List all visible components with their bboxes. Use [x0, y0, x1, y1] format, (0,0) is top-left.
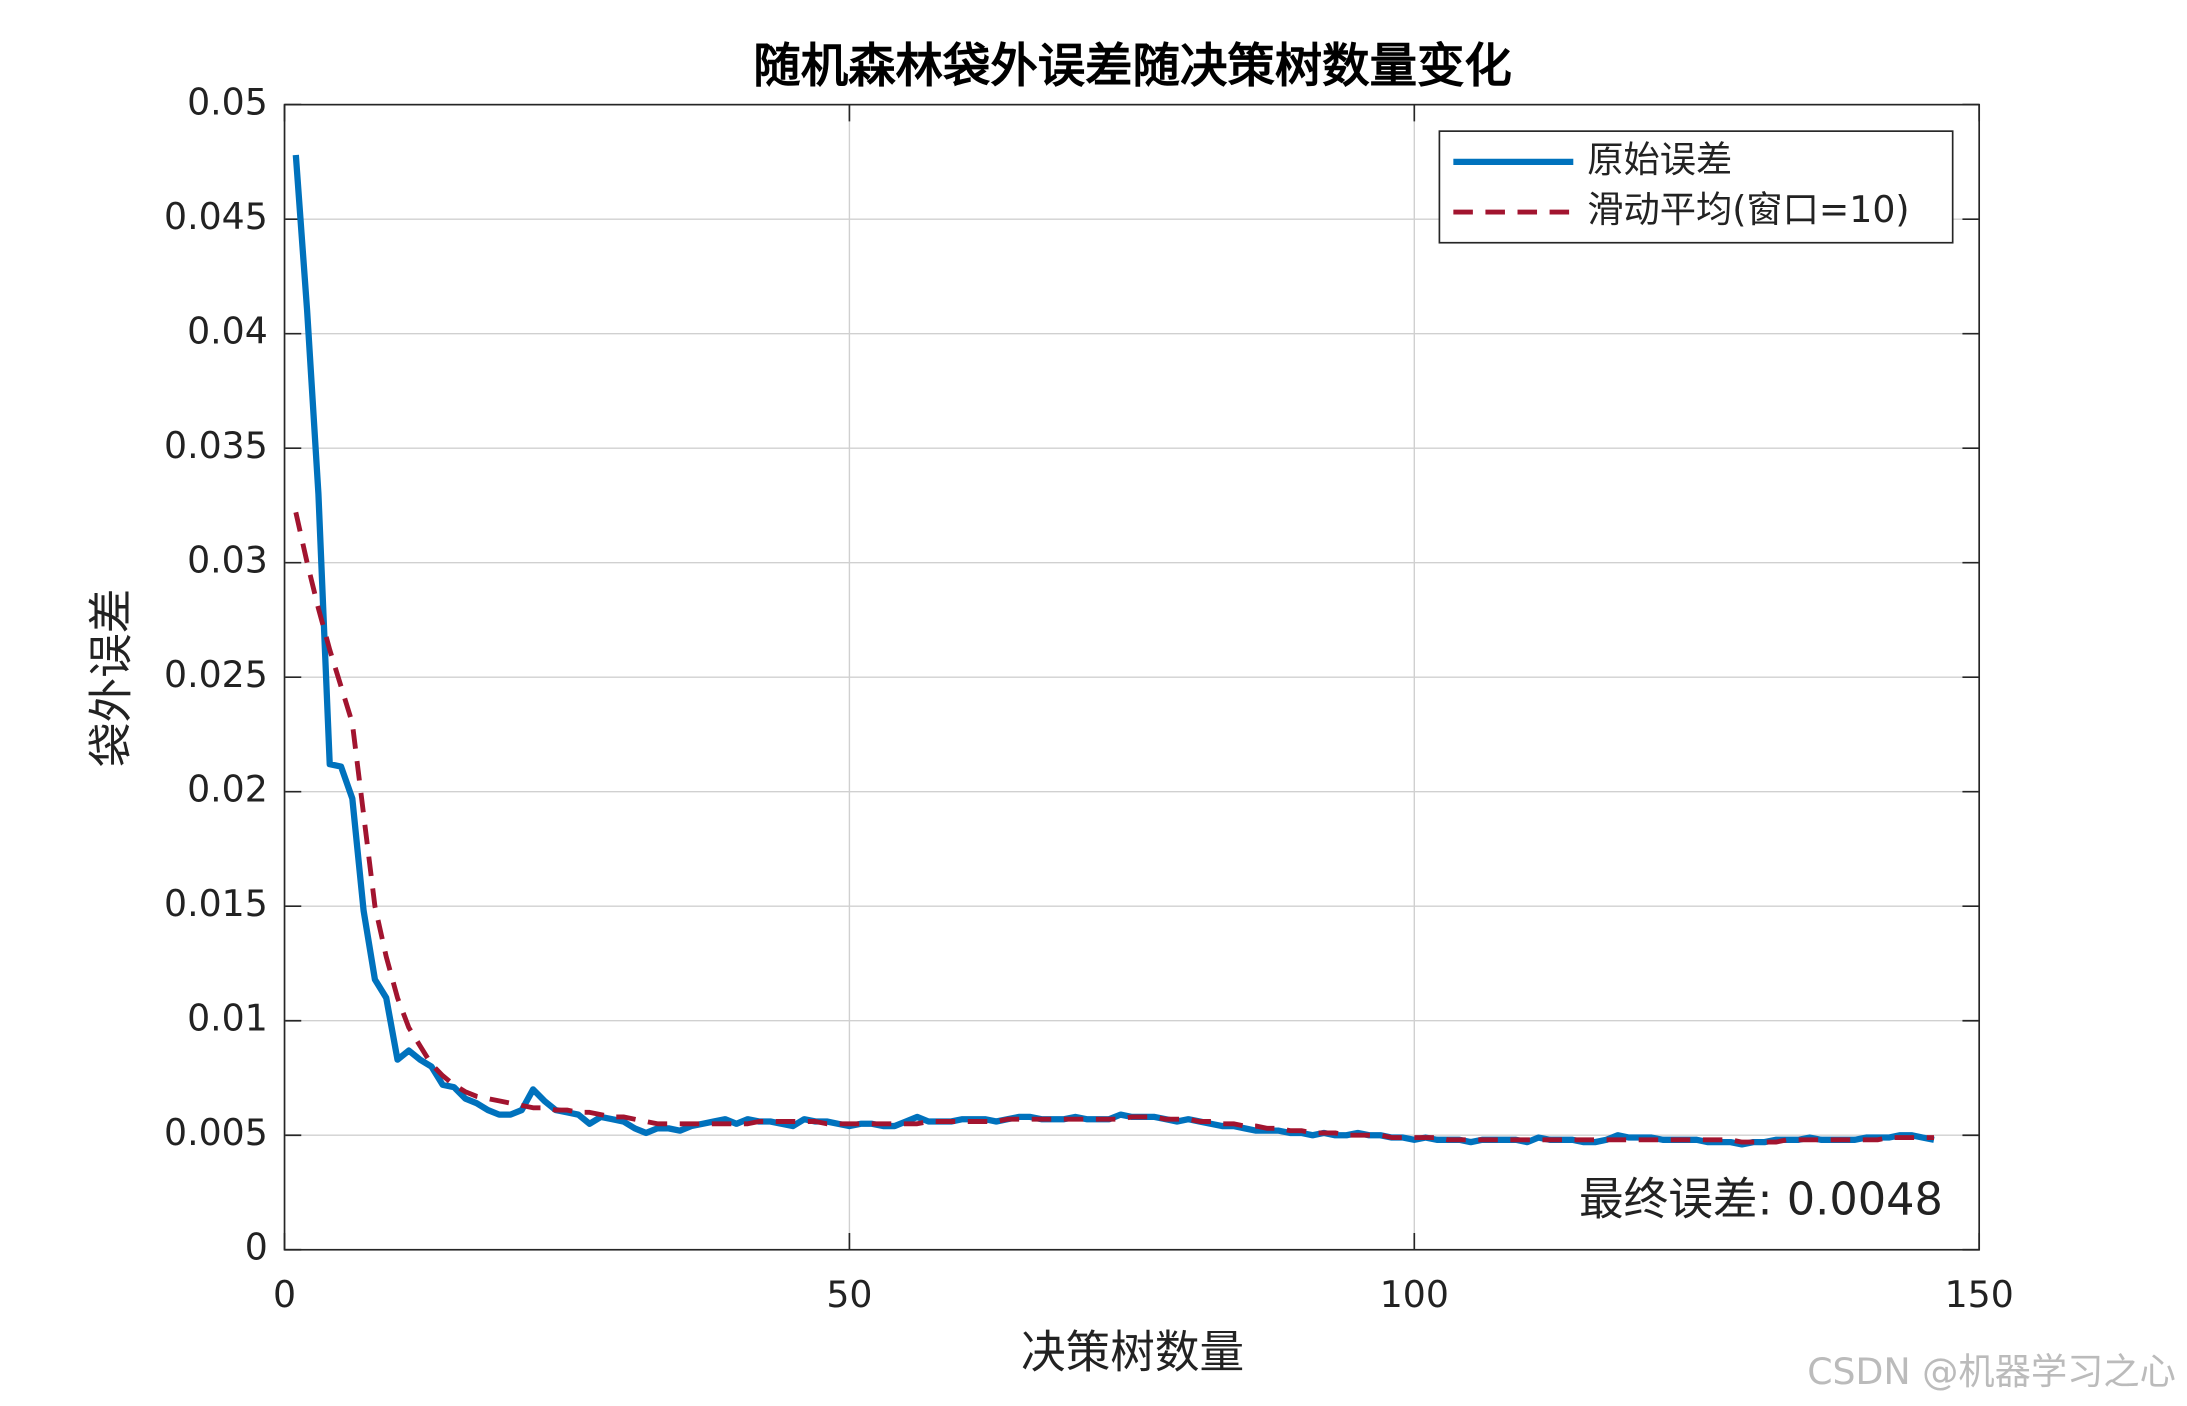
line-series [293, 511, 1934, 1145]
x-axis-label: 决策树数量 [1021, 1327, 1244, 1379]
y-tick-label: 0.025 [164, 653, 268, 696]
y-tick-label: 0.03 [187, 539, 268, 582]
y-tick-label: 0.02 [187, 768, 268, 811]
x-tick-label: 150 [1945, 1273, 2014, 1316]
watermark: CSDN @机器学习之心 [1807, 1350, 2176, 1393]
legend-box [1438, 130, 1954, 244]
x-tick-label: 50 [826, 1273, 872, 1316]
y-tick-label: 0.05 [187, 81, 268, 124]
x-tick-label: 0 [273, 1273, 296, 1316]
plot-frame [283, 103, 1981, 1251]
legend-label: 滑动平均(窗口=10) [1587, 188, 1909, 231]
chart-title: 随机森林袋外误差随决策树数量变化 [753, 38, 1512, 94]
y-tick-label: 0.005 [164, 1111, 268, 1154]
legend-label: 原始误差 [1587, 138, 1732, 181]
y-tick-label: 0.01 [187, 997, 268, 1040]
y-tick-label: 0.015 [164, 882, 268, 925]
annotation: 最终误差: 0.0048 [1579, 1173, 1943, 1225]
y-tick-label: 0.04 [187, 310, 268, 353]
y-tick-label: 0.035 [164, 424, 268, 467]
x-tick-label: 100 [1380, 1273, 1449, 1316]
y-tick-label: 0 [245, 1226, 268, 1269]
y-tick-label: 0.045 [164, 195, 268, 238]
y-axis-label: 袋外误差 [85, 589, 137, 768]
